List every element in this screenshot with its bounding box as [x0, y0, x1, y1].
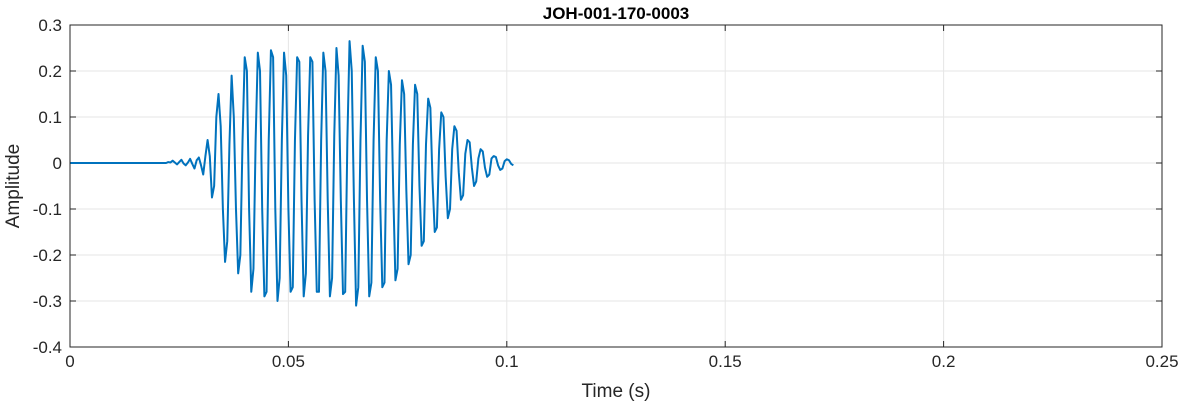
chart-title: JOH-001-170-0003 [543, 4, 689, 23]
plot-frame [69, 24, 1163, 348]
x-tick-label: 0 [65, 352, 74, 371]
y-tick-labels: -0.4 -0.3 -0.2 -0.1 0 0.1 0.2 0.3 [33, 16, 62, 357]
y-tick-label: 0.3 [38, 16, 62, 35]
y-axis-label: Amplitude [3, 144, 24, 229]
x-tick-label: 0.1 [495, 352, 519, 371]
waveform-line [70, 40, 514, 307]
grid [70, 25, 1162, 347]
x-tick-label: 0.15 [709, 352, 742, 371]
y-tick-label: -0.3 [33, 292, 62, 311]
y-tick-label: -0.4 [33, 338, 62, 357]
y-tick-label: 0.1 [38, 108, 62, 127]
x-tick-label: 0.25 [1145, 352, 1178, 371]
y-tick-label: 0.2 [38, 62, 62, 81]
x-tick-label: 0.05 [272, 352, 305, 371]
x-axis-label: Time (s) [582, 381, 651, 402]
x-tick-labels: 0 0.05 0.1 0.15 0.2 0.25 [65, 352, 1178, 371]
x-tick-label: 0.2 [932, 352, 956, 371]
y-tick-label: -0.1 [33, 200, 62, 219]
y-tick-label: 0 [53, 154, 62, 173]
plot-area [70, 25, 1162, 347]
y-tick-label: -0.2 [33, 246, 62, 265]
series-layer [70, 40, 514, 307]
